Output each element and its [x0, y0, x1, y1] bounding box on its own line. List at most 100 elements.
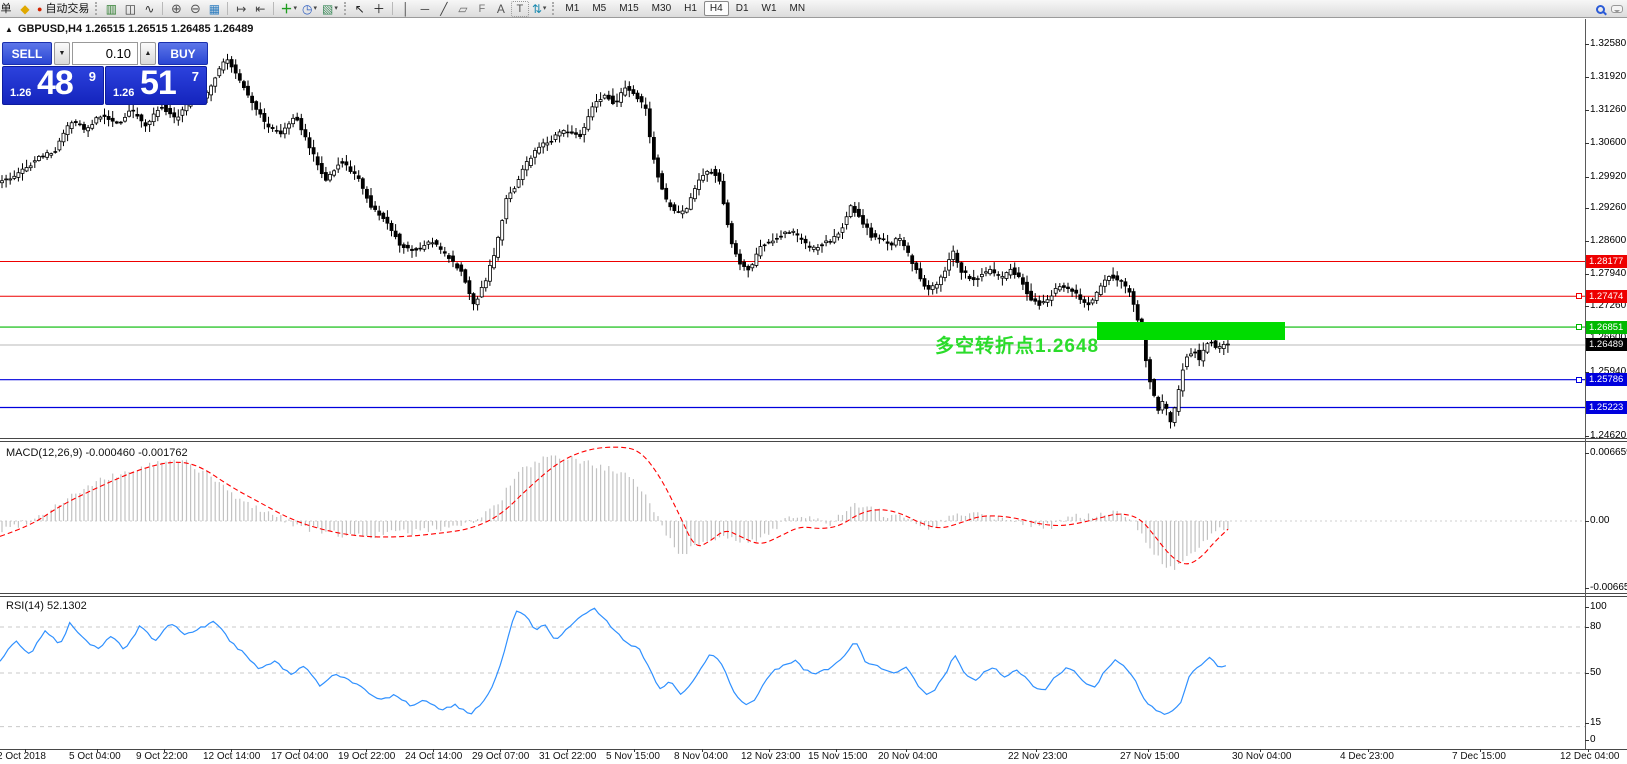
rsi-tick [1585, 723, 1589, 724]
volume-input[interactable] [72, 42, 138, 65]
price-tick [1585, 372, 1589, 373]
price-tick-label: 1.25940 [1590, 366, 1627, 377]
sell-label: SELL [11, 46, 43, 61]
price-axis[interactable]: 1.32580 1.31920 1.31260 1.30600 1.29920 1.292… [1576, 19, 1627, 749]
time-tick [164, 749, 165, 752]
buy-price-panel[interactable]: 1.26 51 7 [105, 66, 207, 105]
volume-decrease-button[interactable]: ▼ [54, 42, 70, 65]
new-order-button[interactable]: 单 [0, 1, 15, 17]
sell-price-base: 1.26 [10, 87, 32, 99]
timeframe-d1[interactable]: D1 [735, 3, 749, 14]
chart-shift-icon[interactable]: ⇤ [255, 1, 266, 16]
arrows-icon[interactable]: ⇅ ▾ [531, 1, 547, 16]
timeframe-m5[interactable]: M5 [592, 3, 607, 14]
add-indicator-button[interactable]: ＋ ▾ [280, 1, 297, 16]
time-tick [231, 749, 232, 752]
timeframe-mn[interactable]: MN [789, 3, 806, 14]
chat-icon[interactable] [1611, 5, 1623, 13]
price-level-tag: 1.26489 [1586, 338, 1627, 352]
one-click-trade-panel: SELL ▼ ▲ BUY 1.26 48 9 1.26 51 7 [2, 42, 208, 105]
sell-price-panel[interactable]: 1.26 48 9 [2, 66, 104, 105]
price-tick [1585, 177, 1589, 178]
rsi-tick-label: 100 [1590, 601, 1607, 612]
time-label: 27 Nov 15:00 [1120, 751, 1180, 762]
time-tick [433, 749, 434, 752]
macd-tick [1585, 521, 1589, 522]
candlestick-chart-icon[interactable]: ◫ [124, 1, 137, 16]
timeframe-h4[interactable]: H4 [703, 1, 729, 16]
toolbar-grip [552, 2, 555, 15]
template-button[interactable]: ▧ ▾ [321, 1, 338, 16]
pane-divider [0, 596, 1627, 597]
time-label: 5 Oct 04:00 [69, 751, 121, 762]
timeframe-h1[interactable]: H1 [684, 3, 697, 14]
line-handle[interactable] [1576, 293, 1582, 300]
time-tick [1036, 749, 1037, 752]
time-label: 24 Oct 14:00 [405, 751, 463, 762]
cursor-icon[interactable]: ↖ [354, 1, 365, 16]
price-tick-label: 1.24620 [1590, 430, 1627, 441]
timeframe-m1[interactable]: M1 [565, 3, 580, 14]
macd-pane-canvas[interactable] [0, 443, 1585, 593]
buy-label: BUY [170, 46, 196, 61]
chart-title-row: ▲ GBPUSD,H4 1.26515 1.26515 1.26485 1.26… [5, 23, 253, 35]
price-tick [1585, 143, 1589, 144]
time-label: 8 Nov 04:00 [674, 751, 728, 762]
text-label-icon[interactable]: T [510, 0, 529, 17]
text-icon[interactable]: A [496, 1, 505, 16]
time-label: 31 Oct 22:00 [539, 751, 597, 762]
auto-scroll-icon[interactable]: ↦ [236, 1, 247, 16]
price-level-tag: 1.27474 [1586, 289, 1627, 303]
autotrade-button[interactable]: ● 自动交易 [35, 1, 91, 17]
timeframe-w1[interactable]: W1 [761, 3, 777, 14]
price-tick [1585, 274, 1589, 275]
volume-increase-button[interactable]: ▲ [140, 42, 156, 65]
zoom-out-icon[interactable]: ⊖ [189, 0, 201, 16]
time-label: 5 Nov 15:00 [606, 751, 660, 762]
pane-divider[interactable] [0, 438, 1627, 439]
crosshair-icon[interactable]: ＋ [372, 1, 385, 16]
pane-divider[interactable] [0, 593, 1627, 594]
time-label: 22 Nov 23:00 [1008, 751, 1068, 762]
fibonacci-icon[interactable]: F [478, 2, 486, 15]
tile-windows-icon[interactable]: ▦ [208, 1, 221, 16]
market-watch-icon[interactable]: ◆ [20, 1, 30, 16]
channel-icon[interactable]: ▱ [458, 1, 468, 16]
price-tick-label: 1.28600 [1590, 235, 1627, 246]
search-icon[interactable] [1596, 4, 1605, 14]
horizontal-line-icon[interactable]: ─ [420, 1, 430, 16]
rsi-pane-canvas[interactable] [0, 597, 1585, 749]
timeframe-m15[interactable]: M15 [619, 3, 639, 14]
line-handle[interactable] [1576, 376, 1582, 383]
timeframe-group: M1 M5 M15 M30 H1 H4 D1 W1 MN [559, 1, 811, 16]
collapse-triangle-icon[interactable]: ▲ [5, 24, 13, 34]
time-label: 15 Nov 15:00 [808, 751, 868, 762]
period-clock-button[interactable]: ◷ ▾ [301, 1, 317, 16]
zoom-in-icon[interactable]: ⊕ [170, 0, 182, 16]
sell-button[interactable]: SELL [2, 42, 52, 65]
timeframe-m30[interactable]: M30 [651, 3, 672, 14]
line-chart-icon[interactable]: ∿ [144, 1, 155, 16]
dropdown-caret-icon: ▾ [542, 4, 547, 12]
price-tick-label: 1.26600 [1590, 332, 1626, 343]
time-tick [634, 749, 635, 752]
buy-button[interactable]: BUY [158, 42, 208, 65]
buy-price-pip: 7 [191, 69, 199, 84]
pivot-annotation-text[interactable]: 多空转折点1.2648 [935, 336, 1100, 357]
price-tick-label: 1.31920 [1590, 71, 1627, 82]
vertical-line-icon[interactable]: │ [402, 1, 410, 16]
macd-tick [1585, 588, 1589, 589]
autotrade-icon: ● [37, 3, 43, 14]
time-label: 19 Oct 22:00 [338, 751, 396, 762]
main-chart-canvas[interactable] [0, 19, 1585, 438]
price-tick-label: 1.32580 [1590, 38, 1627, 49]
trendline-icon[interactable]: ╱ [440, 1, 448, 16]
time-tick [97, 749, 98, 752]
price-tick-label: 1.30600 [1590, 137, 1627, 148]
price-level-tag: 1.28177 [1586, 255, 1627, 269]
bar-chart-icon[interactable]: ▥ [105, 1, 118, 16]
rsi-tick-label: 80 [1590, 621, 1602, 632]
time-axis[interactable]: 2 Oct 2018 5 Oct 04:00 9 Oct 22:00 12 Oct 1… [0, 749, 1627, 764]
time-tick [500, 749, 501, 752]
line-handle[interactable] [1576, 324, 1582, 331]
